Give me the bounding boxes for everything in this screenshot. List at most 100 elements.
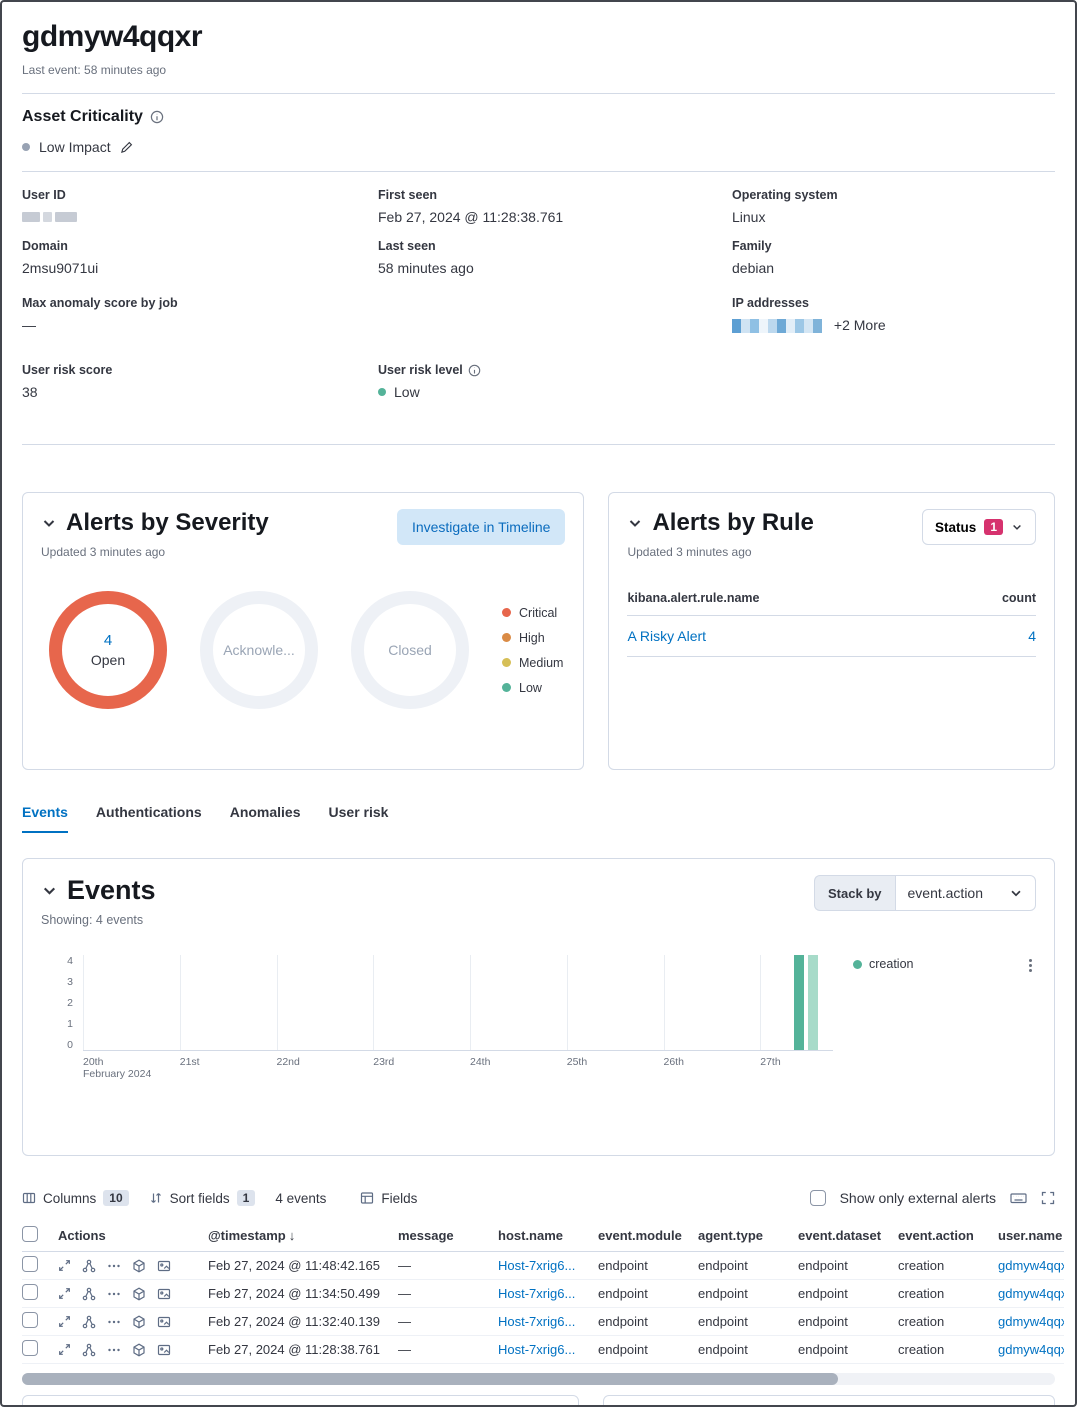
info-icon[interactable] [150,110,164,124]
gridline [470,955,471,1051]
stack-by-select[interactable]: event.action [894,875,1036,912]
row-checkbox[interactable] [22,1284,38,1301]
events-chart-yaxis: 4 3 2 1 0 [41,955,83,1051]
more-actions-icon[interactable] [107,1259,121,1273]
osquery-icon[interactable] [132,1343,146,1357]
more-actions-icon[interactable] [107,1315,121,1329]
scrollbar-thumb[interactable] [22,1373,839,1386]
rule-count[interactable]: 4 [1028,628,1036,645]
user-name-header[interactable]: user.name [998,1228,1063,1244]
stack-by-control[interactable]: Stack by event.action [814,875,1036,912]
host-name-link[interactable]: Host-7xrig6... [498,1258,576,1274]
open-alerts-donut[interactable]: 4 Open [49,591,167,710]
legend-item-creation[interactable]: creation [853,957,1036,971]
status-filter-dropdown[interactable]: Status 1 [922,509,1036,546]
chevron-down-icon[interactable] [627,515,643,531]
expand-event-icon[interactable] [58,1343,71,1356]
updated-text: Updated 3 minutes ago [627,545,752,560]
chevron-down-icon[interactable] [41,882,58,899]
host-name-link[interactable]: Host-7xrig6... [498,1342,576,1358]
ip-more-link[interactable]: +2 More [833,317,886,333]
donut-label: Acknowle... [223,642,295,659]
external-alerts-checkbox[interactable] [809,1190,826,1207]
field-label: Family [732,239,772,253]
keyboard-shortcuts-icon[interactable] [1010,1191,1027,1205]
columns-button[interactable]: Columns 10 [22,1190,129,1207]
event-module-header[interactable]: event.module [598,1228,682,1244]
chevron-down-icon[interactable] [41,515,57,531]
criticality-dot [22,143,30,151]
analyze-event-icon[interactable] [82,1315,96,1329]
chart-bar[interactable] [807,955,818,1051]
message-header[interactable]: message [398,1228,454,1244]
risk-score-label: User risk score [22,363,113,378]
host-name-link[interactable]: Host-7xrig6... [498,1286,576,1302]
expand-event-icon[interactable] [58,1315,71,1328]
host-name-link[interactable]: Host-7xrig6... [498,1314,576,1330]
agent-type-header[interactable]: agent.type [698,1228,764,1244]
event-action-header[interactable]: event.action [898,1228,974,1244]
sort-fields-button[interactable]: Sort fields 1 [149,1190,256,1207]
event-dataset-header[interactable]: event.dataset [798,1228,882,1244]
host-name-header[interactable]: host.name [498,1228,564,1244]
rule-name-link[interactable]: A Risky Alert [627,628,707,645]
analyze-event-icon[interactable] [82,1259,96,1273]
session-view-icon[interactable] [157,1343,171,1357]
events-panel-toggle[interactable]: Events [41,875,156,906]
columns-count-badge: 10 [103,1190,129,1207]
osquery-icon[interactable] [132,1287,146,1301]
osquery-icon[interactable] [132,1259,146,1273]
gridline [276,955,278,1051]
more-actions-icon[interactable] [107,1287,121,1301]
session-view-icon[interactable] [157,1315,171,1329]
open-alerts-count[interactable]: 4 [103,632,113,650]
user-name-link[interactable]: gdmyw4qqxr [998,1342,1064,1358]
field-value: Feb 27, 2024 @ 11:28:38.761 [378,209,564,225]
chart-bar[interactable] [794,955,804,1051]
tab-anomalies[interactable]: Anomalies [229,804,301,821]
closed-alerts-donut[interactable]: Closed [351,591,469,710]
field-value: debian [732,260,775,276]
legend-label: Low [519,680,542,695]
row-checkbox[interactable] [22,1256,38,1273]
tab-events[interactable]: Events [22,804,68,834]
session-view-icon[interactable] [157,1259,171,1273]
alerts-by-severity-toggle[interactable]: Alerts by Severity [41,509,269,537]
expand-event-icon[interactable] [58,1287,71,1300]
session-view-icon[interactable] [157,1287,171,1301]
gridline [760,955,762,1051]
user-name-link[interactable]: gdmyw4qqxr [998,1286,1064,1302]
alerts-by-rule-toggle[interactable]: Alerts by Rule [627,509,814,537]
expand-event-icon[interactable] [58,1259,71,1272]
more-actions-icon[interactable] [107,1343,121,1357]
events-chart-plot[interactable] [83,955,833,1052]
legend-item-high[interactable]: High [502,631,563,645]
analyze-event-icon[interactable] [82,1287,96,1301]
fullscreen-icon[interactable] [1041,1191,1055,1205]
fields-button[interactable]: Fields [360,1191,417,1206]
select-all-checkbox[interactable] [22,1226,38,1243]
timestamp-header[interactable]: @timestamp ↓ [208,1228,296,1244]
edit-pencil-icon[interactable] [120,141,133,154]
agent-type-cell: endpoint [698,1314,748,1330]
row-checkbox[interactable] [22,1312,38,1329]
user-name-link[interactable]: gdmyw4qqxr [998,1258,1064,1274]
tab-user-risk[interactable]: User risk [328,804,389,821]
legend-item-medium[interactable]: Medium [502,656,563,670]
x-tick-label: 23rd [373,1056,395,1069]
columns-icon [22,1191,36,1205]
user-name-link[interactable]: gdmyw4qqxr [998,1314,1064,1330]
legend-item-low[interactable]: Low [502,681,563,695]
chart-options-icon[interactable] [1029,957,1032,974]
tab-authentications[interactable]: Authentications [95,804,202,821]
row-checkbox[interactable] [22,1340,38,1357]
gridline [566,955,568,1051]
acknowledged-alerts-donut[interactable]: Acknowle... [200,591,318,710]
osquery-icon[interactable] [132,1315,146,1329]
analyze-event-icon[interactable] [82,1343,96,1357]
legend-dot [502,608,511,618]
legend-item-critical[interactable]: Critical [502,606,563,620]
info-icon[interactable] [468,364,481,377]
investigate-in-timeline-button[interactable]: Investigate in Timeline [396,509,566,546]
stack-by-label: Stack by [814,875,895,912]
